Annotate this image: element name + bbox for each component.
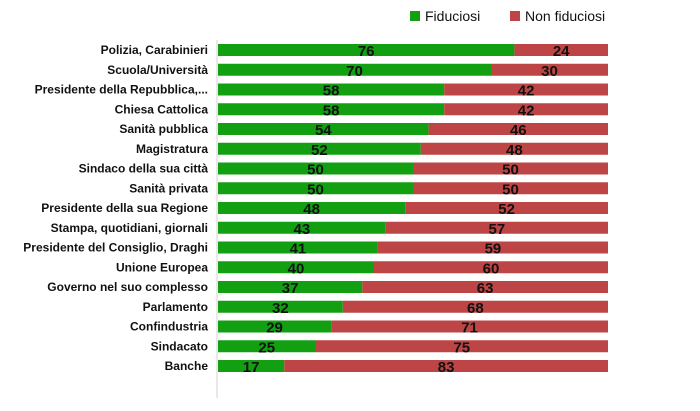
bar-fiduciosi xyxy=(218,360,285,372)
bar-non-fiduciosi xyxy=(284,360,608,372)
value-label-non-fiduciosi: 30 xyxy=(541,63,558,80)
bar-non-fiduciosi xyxy=(444,83,608,96)
value-label-fiduciosi: 48 xyxy=(303,201,320,218)
category-label: Parlamento xyxy=(143,300,208,314)
bar-non-fiduciosi xyxy=(420,142,608,155)
value-label-fiduciosi: 37 xyxy=(282,280,299,297)
legend-swatch-fiduciosi xyxy=(410,11,420,21)
category-label: Stampa, quotidiani, giornali xyxy=(51,221,208,235)
bar-non-fiduciosi xyxy=(331,320,608,333)
value-label-fiduciosi: 43 xyxy=(294,221,311,238)
value-label-non-fiduciosi: 42 xyxy=(518,83,535,100)
value-label-non-fiduciosi: 60 xyxy=(483,260,500,277)
value-label-fiduciosi: 76 xyxy=(358,43,375,60)
bar-fiduciosi xyxy=(218,320,332,333)
value-label-non-fiduciosi: 57 xyxy=(489,221,506,238)
category-label: Presidente della sua Regione xyxy=(41,201,208,215)
bar-fiduciosi xyxy=(218,63,491,76)
legend-label-non-fiduciosi: Non fiduciosi xyxy=(525,8,605,24)
bar-fiduciosi xyxy=(218,44,515,56)
bar-fiduciosi xyxy=(218,182,413,195)
category-label: Sanità privata xyxy=(129,181,208,195)
bar-fiduciosi xyxy=(218,221,386,234)
value-label-fiduciosi: 25 xyxy=(258,339,275,356)
value-label-non-fiduciosi: 63 xyxy=(477,280,494,297)
category-label: Sanità pubblica xyxy=(119,122,208,136)
bar-non-fiduciosi xyxy=(444,103,608,116)
legend-label-fiduciosi: Fiduciosi xyxy=(425,8,480,24)
legend-swatch-non-fiduciosi xyxy=(510,11,520,21)
value-label-fiduciosi: 50 xyxy=(307,181,324,198)
value-label-fiduciosi: 50 xyxy=(307,162,324,179)
value-label-non-fiduciosi: 83 xyxy=(438,359,455,376)
value-label-non-fiduciosi: 68 xyxy=(467,300,484,317)
bar-non-fiduciosi xyxy=(428,123,608,135)
bar-fiduciosi xyxy=(218,261,374,274)
bar-fiduciosi xyxy=(218,241,378,254)
bar-non-fiduciosi xyxy=(362,281,608,293)
category-label: Presidente del Consiglio, Draghi xyxy=(23,241,208,255)
value-label-fiduciosi: 41 xyxy=(290,241,307,258)
value-label-non-fiduciosi: 50 xyxy=(502,181,519,198)
bar-fiduciosi xyxy=(218,340,316,353)
bar-non-fiduciosi xyxy=(385,221,608,234)
value-label-non-fiduciosi: 75 xyxy=(453,339,470,356)
value-label-non-fiduciosi: 71 xyxy=(461,320,478,337)
legend: Fiduciosi Non fiduciosi xyxy=(410,8,605,24)
bar-non-fiduciosi xyxy=(413,182,608,195)
category-label: Presidente della Repubblica,... xyxy=(35,83,208,97)
bar-non-fiduciosi xyxy=(491,63,608,76)
category-label: Confindustria xyxy=(130,320,208,334)
bar-non-fiduciosi xyxy=(315,340,608,353)
bar-non-fiduciosi xyxy=(377,241,608,254)
bar-non-fiduciosi xyxy=(342,300,608,313)
value-label-fiduciosi: 32 xyxy=(272,300,289,317)
category-label: Banche xyxy=(165,359,209,373)
bar-fiduciosi xyxy=(218,83,445,96)
bars xyxy=(218,44,608,372)
bar-non-fiduciosi xyxy=(405,202,608,214)
bar-fiduciosi xyxy=(218,300,343,313)
value-label-fiduciosi: 58 xyxy=(323,83,340,100)
category-label: Unione Europea xyxy=(116,260,208,274)
value-label-fiduciosi: 52 xyxy=(311,142,328,159)
value-labels: 76 24 70 30 58 42 58 42 54 46 52 48 50 50 50 50 48 52 43 57… xyxy=(243,43,570,376)
value-label-non-fiduciosi: 42 xyxy=(518,102,535,119)
category-label: Chiesa Cattolica xyxy=(115,102,209,116)
value-label-non-fiduciosi: 52 xyxy=(498,201,515,218)
bar-fiduciosi xyxy=(218,162,413,175)
bar-fiduciosi xyxy=(218,123,429,135)
category-label: Scuola/Università xyxy=(107,63,208,77)
value-label-non-fiduciosi: 48 xyxy=(506,142,523,159)
bar-non-fiduciosi xyxy=(514,44,608,56)
category-label: Sindacato xyxy=(151,339,208,353)
category-label: Magistratura xyxy=(136,142,208,156)
value-label-fiduciosi: 17 xyxy=(243,359,260,376)
value-label-non-fiduciosi: 24 xyxy=(553,43,570,60)
category-labels: Polizia, Carabinieri Scuola/Università Pre… xyxy=(23,43,208,373)
bar-non-fiduciosi xyxy=(413,162,608,175)
category-label: Polizia, Carabinieri xyxy=(101,43,208,57)
value-label-non-fiduciosi: 50 xyxy=(502,162,519,179)
bar-non-fiduciosi xyxy=(374,261,608,274)
value-label-fiduciosi: 40 xyxy=(288,260,305,277)
value-label-fiduciosi: 58 xyxy=(323,102,340,119)
category-label: Governo nel suo complesso xyxy=(47,280,208,294)
value-label-non-fiduciosi: 59 xyxy=(485,241,502,258)
bar-fiduciosi xyxy=(218,202,406,214)
value-label-fiduciosi: 29 xyxy=(266,320,283,337)
category-label: Sindaco della sua città xyxy=(79,162,209,176)
bar-fiduciosi xyxy=(218,142,421,155)
value-label-fiduciosi: 70 xyxy=(346,63,363,80)
value-label-non-fiduciosi: 46 xyxy=(510,122,527,139)
bar-fiduciosi xyxy=(218,281,363,293)
bar-fiduciosi xyxy=(218,103,445,116)
value-label-fiduciosi: 54 xyxy=(315,122,332,139)
